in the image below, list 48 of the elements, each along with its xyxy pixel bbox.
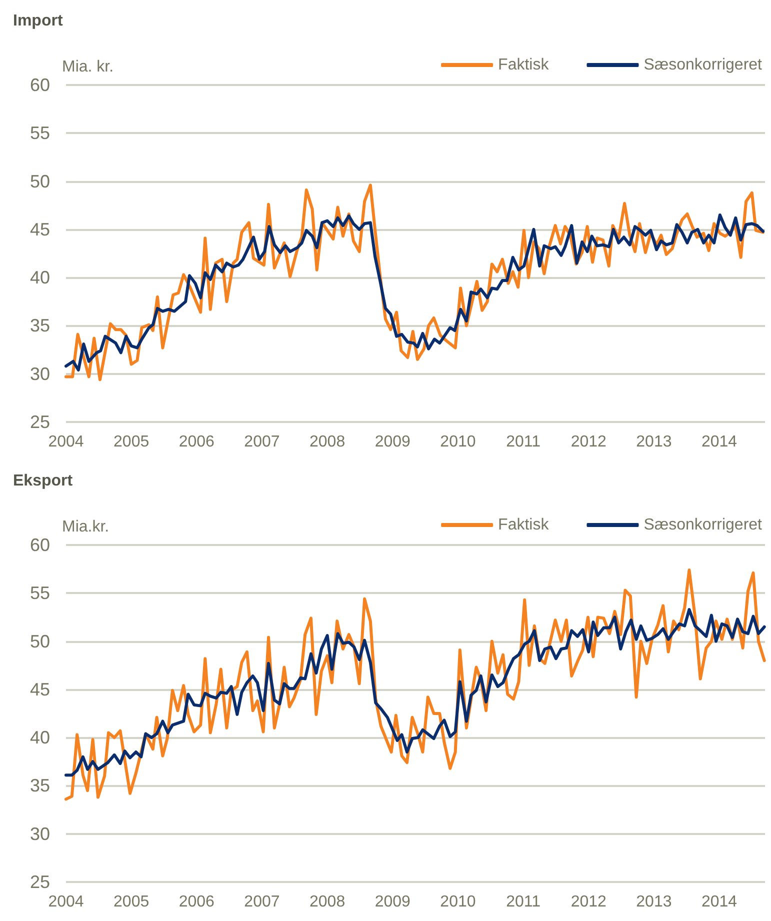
y-tick-label: 35 [30, 316, 50, 336]
x-tick-label: 2011 [506, 894, 541, 910]
x-tick-label: 2008 [310, 894, 346, 910]
y-axis-title: Mia.kr. [62, 518, 110, 536]
legend-label: Faktisk [498, 516, 550, 534]
y-tick-label: 55 [30, 123, 50, 144]
y-tick-label: 25 [30, 872, 50, 892]
x-tick-label: 2006 [178, 434, 215, 450]
x-tick-label: 2012 [570, 434, 607, 450]
y-tick-label: 50 [30, 631, 50, 652]
y-axis-title: Mia. kr. [62, 58, 114, 76]
line-series [64, 608, 766, 777]
legend-label: Faktisk [498, 56, 550, 74]
y-tick-label: 45 [30, 219, 50, 240]
x-tick-label: 2013 [636, 434, 672, 450]
x-tick-label: 2004 [48, 434, 84, 450]
y-tick-label: 30 [30, 824, 50, 844]
x-tick-label: 2011 [506, 434, 541, 450]
y-tick-label: 40 [30, 728, 50, 748]
chart-title: Eksport [13, 472, 74, 490]
y-tick-label: 30 [30, 364, 50, 384]
x-tick-label: 2008 [310, 434, 346, 450]
y-tick-label: 55 [30, 583, 50, 604]
x-tick-label: 2009 [374, 434, 411, 450]
y-tick-label: 35 [30, 776, 50, 796]
y-tick-label: 50 [30, 171, 50, 192]
y-tick-label: 60 [30, 75, 50, 95]
x-tick-label: 2009 [374, 894, 411, 910]
x-tick-label: 2012 [570, 894, 607, 910]
x-tick-label: 2014 [701, 434, 738, 450]
y-tick-label: 25 [30, 412, 50, 432]
legend-label: Sæsonkorrigeret [644, 516, 763, 534]
x-tick-label: 2006 [178, 894, 215, 910]
x-tick-label: 2013 [636, 894, 672, 910]
x-tick-label: 2005 [114, 894, 150, 910]
x-tick-label: 2004 [48, 894, 84, 910]
y-tick-label: 60 [30, 535, 50, 555]
chart-title: Import [13, 12, 64, 30]
x-tick-label: 2005 [114, 434, 150, 450]
y-tick-label: 40 [30, 268, 50, 288]
y-tick-label: 45 [30, 679, 50, 700]
x-tick-label: 2014 [701, 894, 738, 910]
x-tick-label: 2007 [244, 894, 280, 910]
line-series [64, 213, 765, 372]
x-tick-label: 2010 [440, 894, 476, 910]
x-tick-label: 2010 [440, 434, 476, 450]
legend-label: Sæsonkorrigeret [644, 56, 763, 74]
x-tick-label: 2007 [244, 434, 280, 450]
